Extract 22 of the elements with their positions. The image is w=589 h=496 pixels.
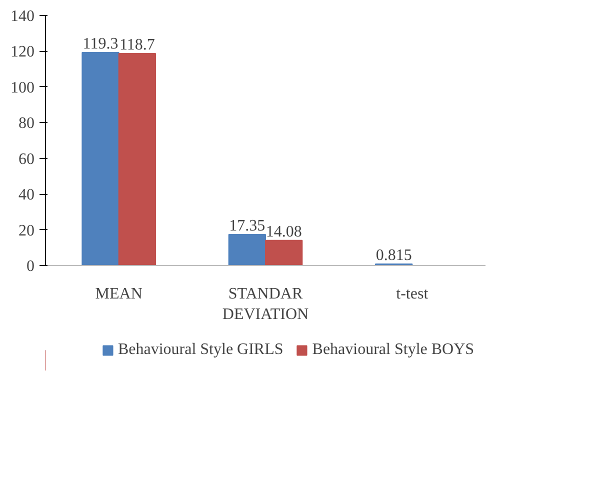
y-tick-label: 140	[10, 8, 34, 25]
y-tick-label: 0	[26, 258, 34, 275]
y-tick-label: 100	[10, 79, 34, 96]
y-tick-label: 120	[10, 44, 34, 61]
x-tick-label: STANDAR DEVIATION	[222, 286, 310, 323]
y-tick-label: 60	[18, 150, 34, 168]
legend-label: Behavioural Style GIRLS	[118, 341, 284, 359]
y-tick-label: 40	[18, 186, 34, 204]
bar	[82, 52, 120, 266]
y-tick-label: 80	[18, 115, 34, 132]
data-label: 17.35	[229, 218, 266, 235]
data-label: 0.815	[376, 247, 412, 264]
x-tick-label: t-test	[396, 286, 429, 302]
bar	[228, 234, 266, 266]
x-tick-label: MEAN	[95, 286, 143, 302]
legend-label: Behavioural Style BOYS	[312, 341, 474, 359]
data-label: 119.3	[82, 35, 118, 52]
data-label: 118.7	[119, 36, 155, 54]
bar	[265, 240, 303, 266]
data-label: 14.08	[266, 223, 302, 240]
bar	[118, 53, 156, 266]
y-tick-label: 20	[18, 222, 34, 240]
